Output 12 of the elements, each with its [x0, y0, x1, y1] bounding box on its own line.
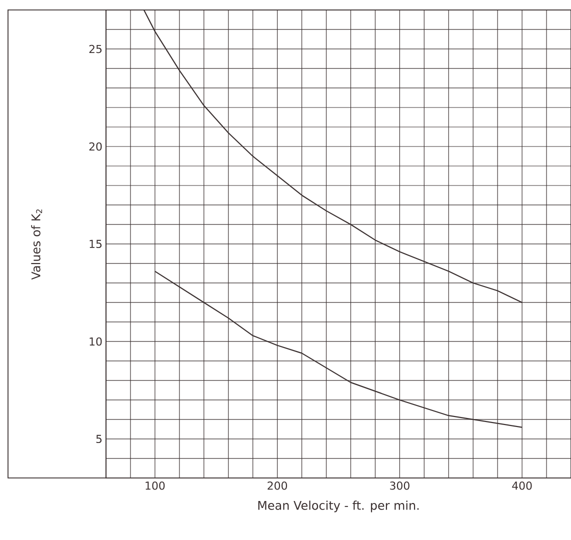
x-axis-title: Mean Velocity - ft. per min. [258, 500, 419, 512]
line-series [154, 270, 523, 428]
x-tick-label: 100 [146, 482, 165, 490]
y-tick-label: 5 [96, 434, 102, 444]
x-tick-label: 400 [512, 482, 532, 490]
y-axis-title: Values of K$_{2}$ [31, 209, 42, 280]
y-tick-label: 25 [89, 44, 102, 54]
x-tick-label: 200 [268, 482, 288, 490]
x-tick-label: 300 [390, 482, 410, 490]
y-tick-label: 20 [89, 142, 102, 151]
y-tick-label: 10 [90, 337, 102, 346]
y-tick-label: 15 [90, 240, 102, 248]
